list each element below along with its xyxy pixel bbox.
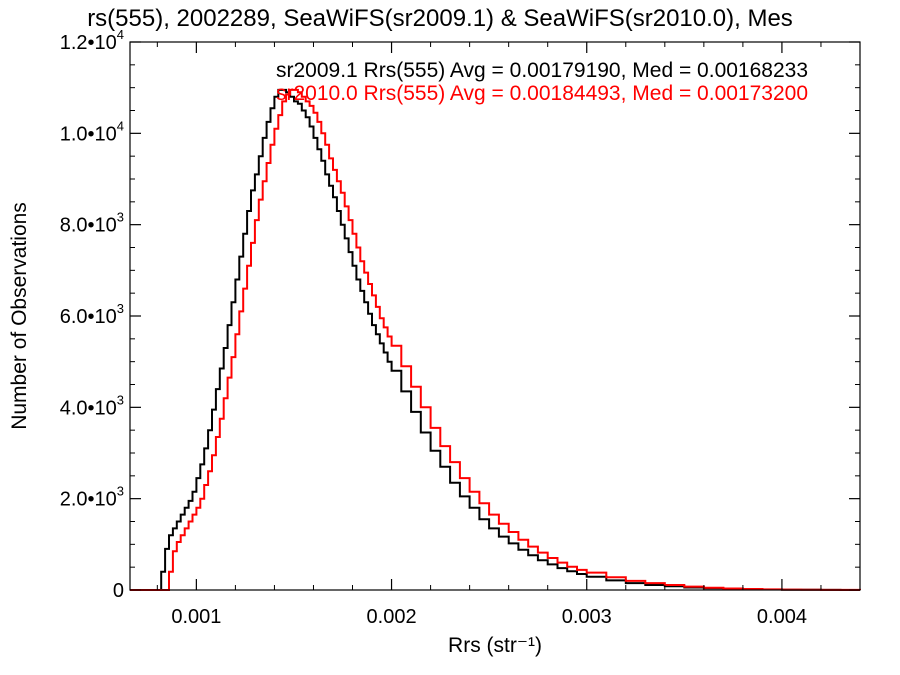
y-tick-label: 0 [113, 580, 124, 602]
y-tick-label: 2.0•103 [60, 484, 124, 511]
y-tick-label: 1.2•104 [60, 27, 124, 54]
series-2-histogram [130, 88, 861, 591]
x-tick-label: 0.002 [367, 606, 417, 628]
annotation-sr2010: sr2010.0 Rrs(555) Avg = 0.00184493, Med … [276, 82, 808, 105]
series-1-histogram [130, 88, 860, 591]
x-tick-label: 0.004 [757, 606, 807, 628]
x-tick-label: 0.001 [171, 606, 221, 628]
chart-title: rs(555), 2002289, SeaWiFS(sr2009.1) & Se… [87, 5, 793, 32]
y-axis-label: Number of Observations [8, 202, 31, 430]
x-tick-label: 0.003 [562, 606, 612, 628]
annotation-sr2009: sr2009.1 Rrs(555) Avg = 0.00179190, Med … [276, 59, 808, 82]
y-tick-label: 1.0•104 [60, 118, 124, 145]
y-tick-label: 6.0•103 [60, 301, 124, 328]
x-axis-label: Rrs (str⁻¹) [448, 634, 542, 657]
y-tick-label: 4.0•103 [60, 392, 124, 419]
series-layer [130, 88, 861, 591]
ticks-layer: 0.001 0.002 0.003 0.004 0 2.0•103 4.0•103 6.0•1… [60, 27, 861, 628]
y-tick-label: 8.0•103 [60, 210, 124, 237]
